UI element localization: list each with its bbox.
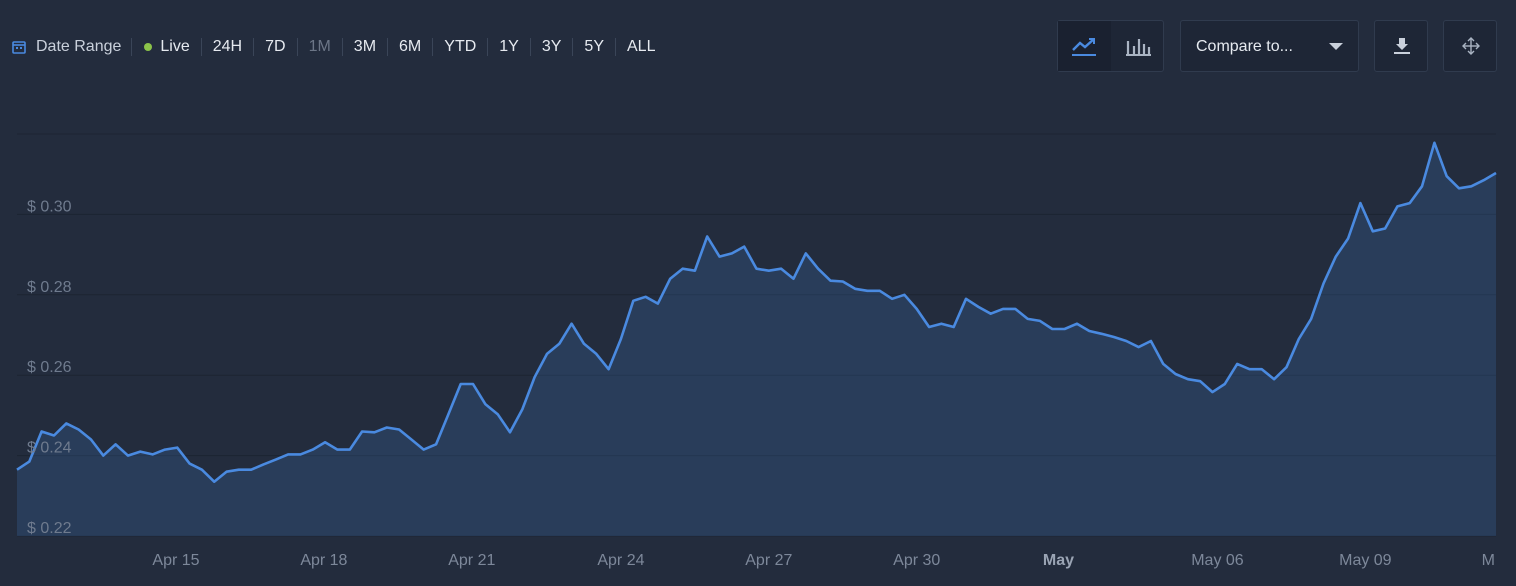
separator: [572, 38, 574, 56]
separator: [131, 38, 133, 56]
range-option[interactable]: 5Y: [584, 38, 604, 55]
range-list: 24H 7D 1M 3M 6M YTD 1Y 3Y 5Y ALL: [200, 38, 667, 56]
y-tick-label: $ 0.22: [27, 520, 72, 537]
x-tick-label: Apr 30: [893, 552, 940, 569]
x-tick-label: Apr 24: [597, 552, 644, 569]
move-button[interactable]: [1443, 20, 1497, 72]
compare-label: Compare to...: [1196, 38, 1293, 55]
area-fill: [17, 142, 1496, 537]
separator: [432, 38, 434, 56]
bar-mode[interactable]: [1112, 21, 1164, 71]
x-tick-label: M: [1482, 552, 1495, 569]
bar-icon: [1126, 39, 1151, 56]
x-tick-label: Apr 27: [745, 552, 792, 569]
y-tick-label: $ 0.26: [27, 359, 72, 376]
caret: [1329, 43, 1343, 50]
x-tick-label: May 06: [1191, 552, 1244, 569]
range-option[interactable]: 1M: [308, 38, 331, 55]
separator: [387, 38, 389, 56]
x-tick-label: Apr 15: [152, 552, 199, 569]
download-icon: [1394, 38, 1410, 54]
range-option[interactable]: ALL: [627, 38, 656, 55]
separator: [200, 38, 202, 56]
separator: [296, 38, 298, 56]
separator: [341, 38, 343, 56]
range-option[interactable]: 7D: [265, 38, 286, 55]
toolbar: Date Range Live 24H 7D 1M 3M 6M YTD 1Y 3Y 5Y ALL: [12, 36, 666, 58]
x-tick-label: Apr 18: [300, 552, 347, 569]
x-tick-label: Apr 21: [448, 552, 495, 569]
live[interactable]: Live: [160, 38, 190, 55]
separator: [487, 38, 489, 56]
range-option[interactable]: 3Y: [541, 38, 562, 55]
move-icon: [1462, 37, 1480, 55]
separator: [615, 38, 616, 56]
separator: [253, 38, 255, 56]
line-icon: [1072, 38, 1096, 56]
y-tick-label: $ 0.28: [27, 279, 72, 296]
download-button[interactable]: [1374, 20, 1428, 72]
range-option[interactable]: 1Y: [499, 38, 519, 55]
date-range[interactable]: Date Range: [36, 38, 122, 55]
range-option[interactable]: 3M: [353, 38, 377, 55]
x-tick-label: May 09: [1339, 552, 1392, 569]
range-option[interactable]: YTD: [444, 38, 477, 55]
chart-type-toggle: [1057, 20, 1164, 72]
range-option[interactable]: 24H: [212, 38, 243, 55]
calendar-icon: [12, 41, 26, 54]
x-tick-label: May: [1043, 552, 1074, 569]
line-mode[interactable]: [1058, 21, 1111, 71]
y-tick-label: $ 0.24: [27, 440, 72, 457]
range-option[interactable]: 6M: [399, 38, 422, 55]
y-tick-label: $ 0.30: [27, 198, 72, 215]
compare-dropdown[interactable]: Compare to...: [1180, 20, 1359, 72]
price-line: [16, 141, 1497, 483]
live-dot: [144, 43, 153, 51]
separator: [529, 38, 531, 56]
